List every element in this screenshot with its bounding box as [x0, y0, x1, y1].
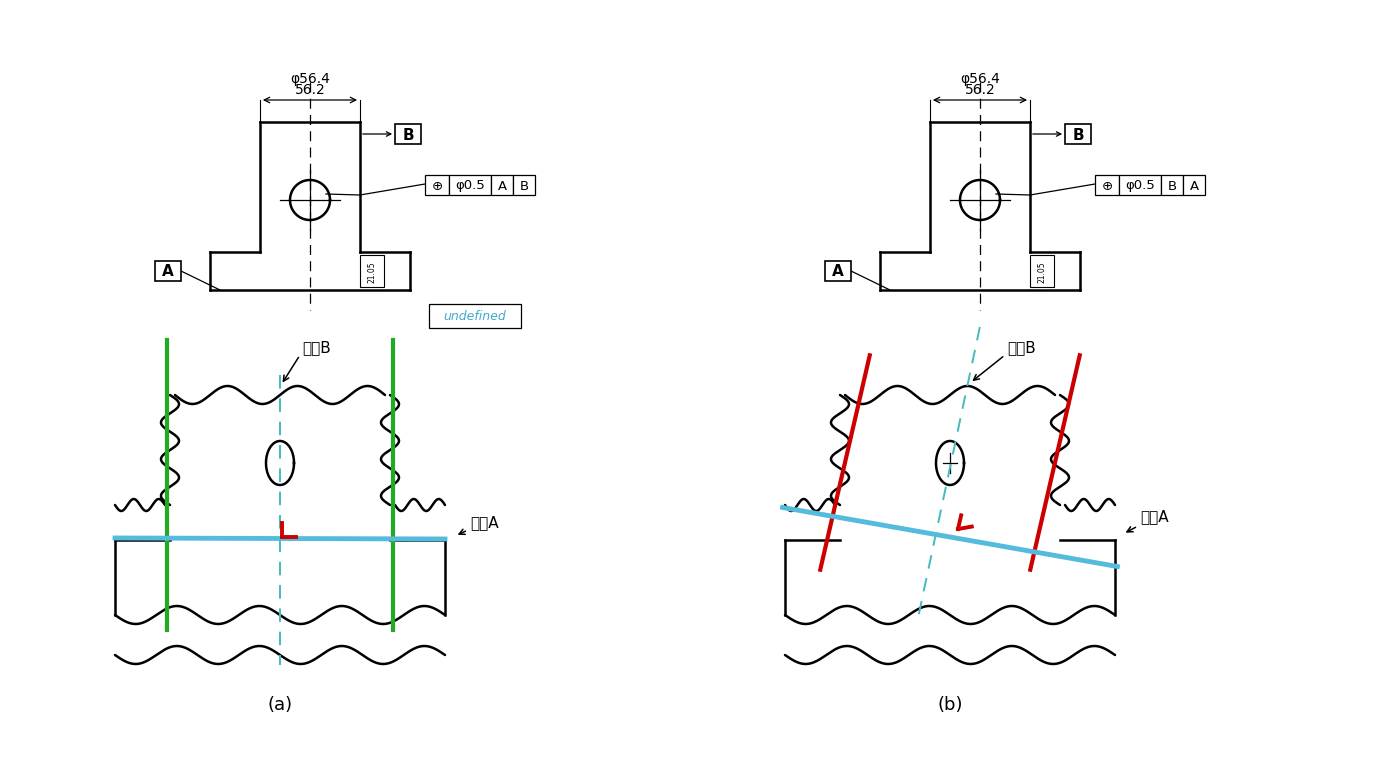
- Text: A: A: [498, 180, 506, 192]
- FancyBboxPatch shape: [1119, 175, 1161, 195]
- FancyBboxPatch shape: [1095, 175, 1119, 195]
- Text: 基准B: 基准B: [301, 340, 330, 355]
- FancyBboxPatch shape: [1161, 175, 1183, 195]
- Text: 21.05: 21.05: [1038, 261, 1047, 283]
- Text: A: A: [832, 265, 843, 279]
- Text: 基准B: 基准B: [1007, 340, 1036, 355]
- Text: B: B: [519, 180, 528, 192]
- Text: 56.2: 56.2: [294, 83, 325, 97]
- FancyBboxPatch shape: [395, 124, 421, 144]
- FancyBboxPatch shape: [449, 175, 491, 195]
- Text: 56.2: 56.2: [965, 83, 995, 97]
- Text: (a): (a): [267, 696, 293, 714]
- Text: B: B: [1072, 127, 1084, 143]
- Text: A: A: [1189, 180, 1198, 192]
- FancyBboxPatch shape: [491, 175, 513, 195]
- Text: B: B: [1167, 180, 1176, 192]
- Text: A: A: [162, 265, 173, 279]
- Text: 基准A: 基准A: [471, 516, 498, 530]
- Text: φ56.4: φ56.4: [290, 72, 330, 86]
- Text: φ0.5: φ0.5: [1126, 180, 1154, 192]
- FancyBboxPatch shape: [1031, 255, 1054, 287]
- Text: 21.05: 21.05: [367, 261, 377, 283]
- Text: undefined: undefined: [443, 310, 506, 323]
- Text: φ0.5: φ0.5: [455, 180, 484, 192]
- FancyBboxPatch shape: [425, 175, 449, 195]
- FancyBboxPatch shape: [513, 175, 535, 195]
- FancyBboxPatch shape: [429, 304, 522, 328]
- Text: ⊕: ⊕: [1101, 180, 1113, 192]
- FancyBboxPatch shape: [155, 261, 182, 281]
- Text: B: B: [402, 127, 414, 143]
- FancyBboxPatch shape: [1065, 124, 1091, 144]
- Text: (b): (b): [937, 696, 963, 714]
- FancyBboxPatch shape: [826, 261, 850, 281]
- Text: 基准A: 基准A: [1139, 510, 1168, 524]
- FancyBboxPatch shape: [361, 255, 384, 287]
- Text: φ56.4: φ56.4: [960, 72, 1000, 86]
- Text: ⊕: ⊕: [432, 180, 443, 192]
- FancyBboxPatch shape: [1183, 175, 1205, 195]
